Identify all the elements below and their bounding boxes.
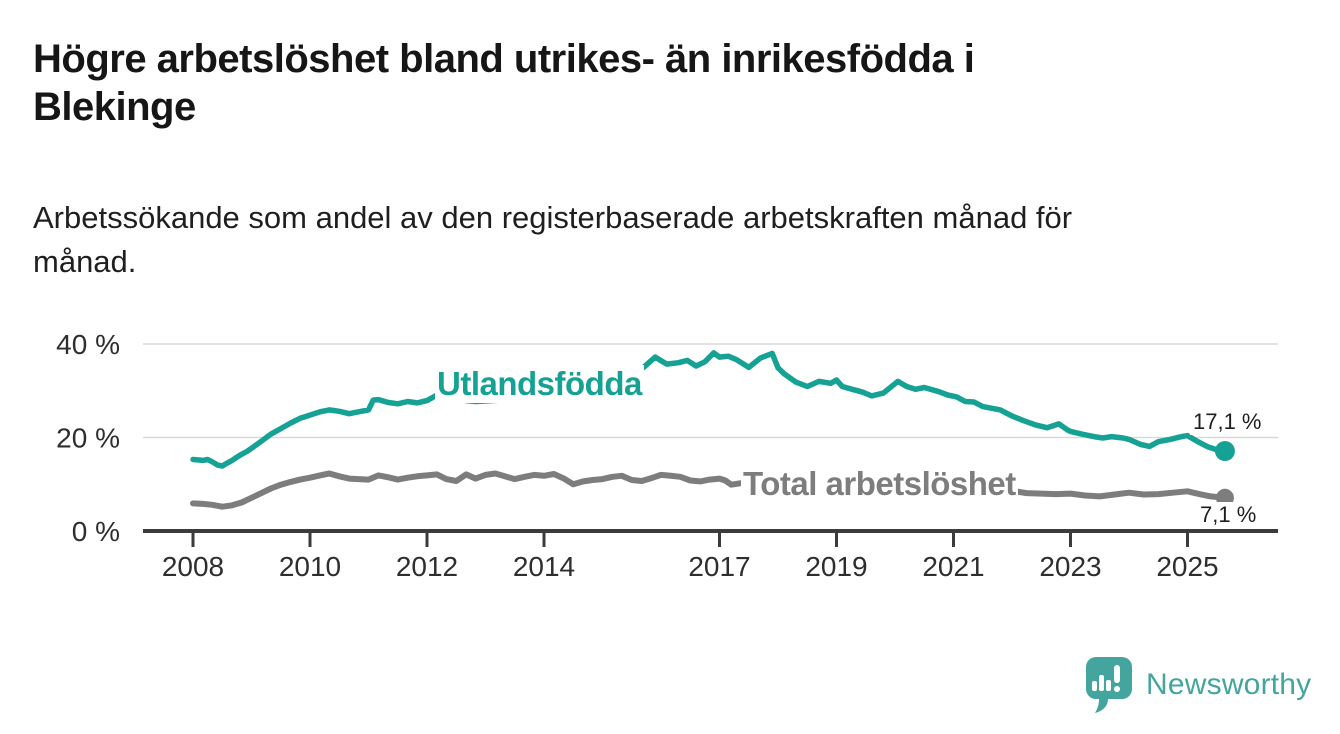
x-tick-label-2010: 2010	[279, 551, 341, 582]
newsworthy-speech-bubble-icon	[1086, 657, 1132, 713]
chart-subtitle: Arbetssökande som andel av den registerb…	[33, 196, 1273, 284]
x-tick-label-2019: 2019	[805, 551, 867, 582]
y-tick-label-40: 40 %	[56, 329, 120, 360]
chart-subtitle-line2: månad.	[33, 244, 137, 279]
series-label-utlandsfodda: Utlandsfödda	[435, 365, 644, 403]
endpoint-dot-utlandsfodda	[1214, 441, 1235, 462]
series-line-total	[190, 470, 1228, 510]
newsworthy-logo-text: Newsworthy	[1146, 668, 1312, 701]
y-tick-label-0: 0 %	[72, 516, 120, 547]
logo-exclamation-dot	[1114, 686, 1120, 692]
page-title: Högre arbetslöshet bland utrikes- än inr…	[33, 35, 1273, 131]
logo-bar-1	[1092, 681, 1097, 691]
series-label-total-arbetsloshet: Total arbetslöshet	[741, 465, 1018, 502]
logo-exclamation-bar	[1114, 665, 1120, 683]
x-tick-label-2023: 2023	[1039, 551, 1101, 582]
end-value-label-total: 7,1 %	[1197, 502, 1260, 528]
logo-bar-2	[1099, 675, 1104, 691]
logo-bar-3	[1106, 680, 1111, 691]
newsworthy-logo: Newsworthy	[1084, 656, 1311, 714]
chart-subtitle-line1: Arbetssökande som andel av den registerb…	[33, 200, 1073, 235]
x-tick-label-2012: 2012	[396, 551, 458, 582]
y-tick-label-20: 20 %	[56, 423, 120, 454]
x-tick-label-2025: 2025	[1156, 551, 1218, 582]
page-title-line2: Blekinge	[33, 85, 196, 129]
end-value-label-utlandsfodda: 17,1 %	[1190, 409, 1265, 435]
x-tick-label-2017: 2017	[688, 551, 750, 582]
x-tick-label-2014: 2014	[513, 551, 575, 582]
page-title-line1: Högre arbetslöshet bland utrikes- än inr…	[33, 37, 975, 81]
x-tick-label-2021: 2021	[922, 551, 984, 582]
x-tick-label-2008: 2008	[162, 551, 224, 582]
series-line-utlandsfodda	[190, 350, 1228, 469]
